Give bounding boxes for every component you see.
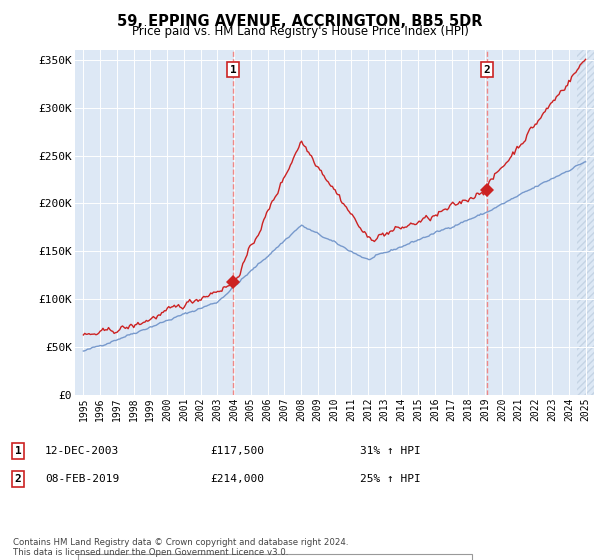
Text: Price paid vs. HM Land Registry's House Price Index (HPI): Price paid vs. HM Land Registry's House … (131, 25, 469, 38)
Text: 31% ↑ HPI: 31% ↑ HPI (360, 446, 421, 456)
Text: 2: 2 (484, 64, 490, 74)
Text: 1: 1 (230, 64, 236, 74)
Text: £117,500: £117,500 (210, 446, 264, 456)
Legend: 59, EPPING AVENUE, ACCRINGTON, BB5 5DR (detached house), HPI: Average price, det: 59, EPPING AVENUE, ACCRINGTON, BB5 5DR (… (78, 554, 472, 560)
Text: Contains HM Land Registry data © Crown copyright and database right 2024.
This d: Contains HM Land Registry data © Crown c… (13, 538, 349, 557)
Text: 12-DEC-2003: 12-DEC-2003 (45, 446, 119, 456)
Text: 08-FEB-2019: 08-FEB-2019 (45, 474, 119, 484)
Text: 1: 1 (14, 446, 22, 456)
Text: 59, EPPING AVENUE, ACCRINGTON, BB5 5DR: 59, EPPING AVENUE, ACCRINGTON, BB5 5DR (117, 14, 483, 29)
Text: £214,000: £214,000 (210, 474, 264, 484)
Text: 2: 2 (14, 474, 22, 484)
Text: 25% ↑ HPI: 25% ↑ HPI (360, 474, 421, 484)
